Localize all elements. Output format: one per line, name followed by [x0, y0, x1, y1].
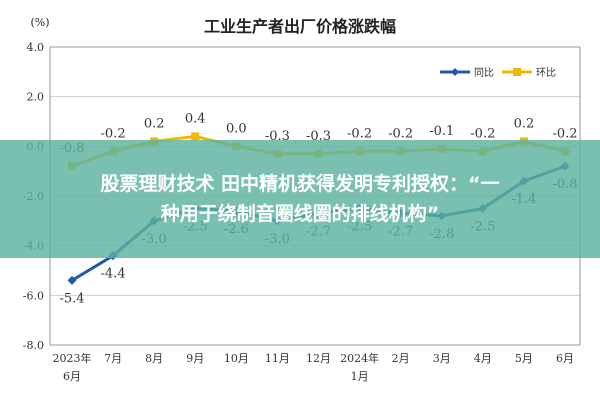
legend-label-1: 环比 — [536, 67, 556, 79]
y-tick-label: -8.0 — [23, 339, 44, 352]
data-label-1: -0.2 — [347, 126, 372, 141]
y-tick-label: 2.0 — [27, 91, 45, 104]
data-label-1: 0.0 — [226, 121, 247, 136]
series-point-1 — [191, 132, 200, 141]
x-tick-label: 9月 — [186, 352, 204, 365]
y-axis-unit-label: (%) — [30, 16, 49, 29]
x-tick-label-line2: 1月 — [351, 370, 369, 383]
data-label-1: -0.1 — [429, 124, 454, 139]
x-tick-label: 12月 — [306, 352, 331, 365]
data-label-1: -0.2 — [552, 126, 577, 141]
banner-line-1: 股票理财技术 田中精机获得发明专利授权：“一 — [100, 173, 500, 195]
y-tick-label: -6.0 — [23, 289, 44, 302]
x-tick-label: 11月 — [265, 352, 290, 365]
y-tick-label: 4.0 — [27, 41, 45, 54]
legend-label-0: 同比 — [474, 67, 494, 79]
x-tick-label: 8月 — [145, 352, 163, 365]
series-point-0 — [67, 275, 77, 285]
banner-line-2: 种用于绕制音圈线圈的排线机构” — [160, 203, 440, 225]
data-label-1: 0.2 — [514, 116, 535, 131]
data-label-1: -0.2 — [470, 126, 495, 141]
data-label-1: 0.2 — [144, 116, 165, 131]
x-tick-label: 10月 — [224, 352, 249, 365]
x-tick-label: 3月 — [433, 352, 451, 365]
data-label-1: -0.2 — [388, 126, 413, 141]
article-headline-banner[interactable]: 股票理财技术 田中精机获得发明专利授权：“一 种用于绕制音圈线圈的排线机构” — [0, 140, 600, 258]
data-label-0: -5.4 — [59, 291, 84, 306]
x-tick-label-line2: 6月 — [63, 370, 81, 383]
data-label-1: -0.2 — [101, 126, 126, 141]
legend-marker-1 — [513, 68, 521, 76]
chart-title: 工业生产者出厂价格涨跌幅 — [204, 17, 396, 36]
legend-marker-0 — [451, 68, 459, 76]
x-tick-label: 5月 — [515, 352, 533, 365]
x-tick-label: 4月 — [474, 352, 492, 365]
data-label-1: 0.4 — [185, 111, 206, 126]
x-tick-label: 2023年 — [53, 351, 92, 365]
x-tick-label: 6月 — [556, 352, 574, 365]
x-tick-label: 2024年 — [340, 351, 379, 365]
x-tick-label: 2月 — [392, 352, 410, 365]
x-tick-label: 7月 — [104, 352, 122, 365]
data-label-0: -4.4 — [101, 267, 126, 282]
